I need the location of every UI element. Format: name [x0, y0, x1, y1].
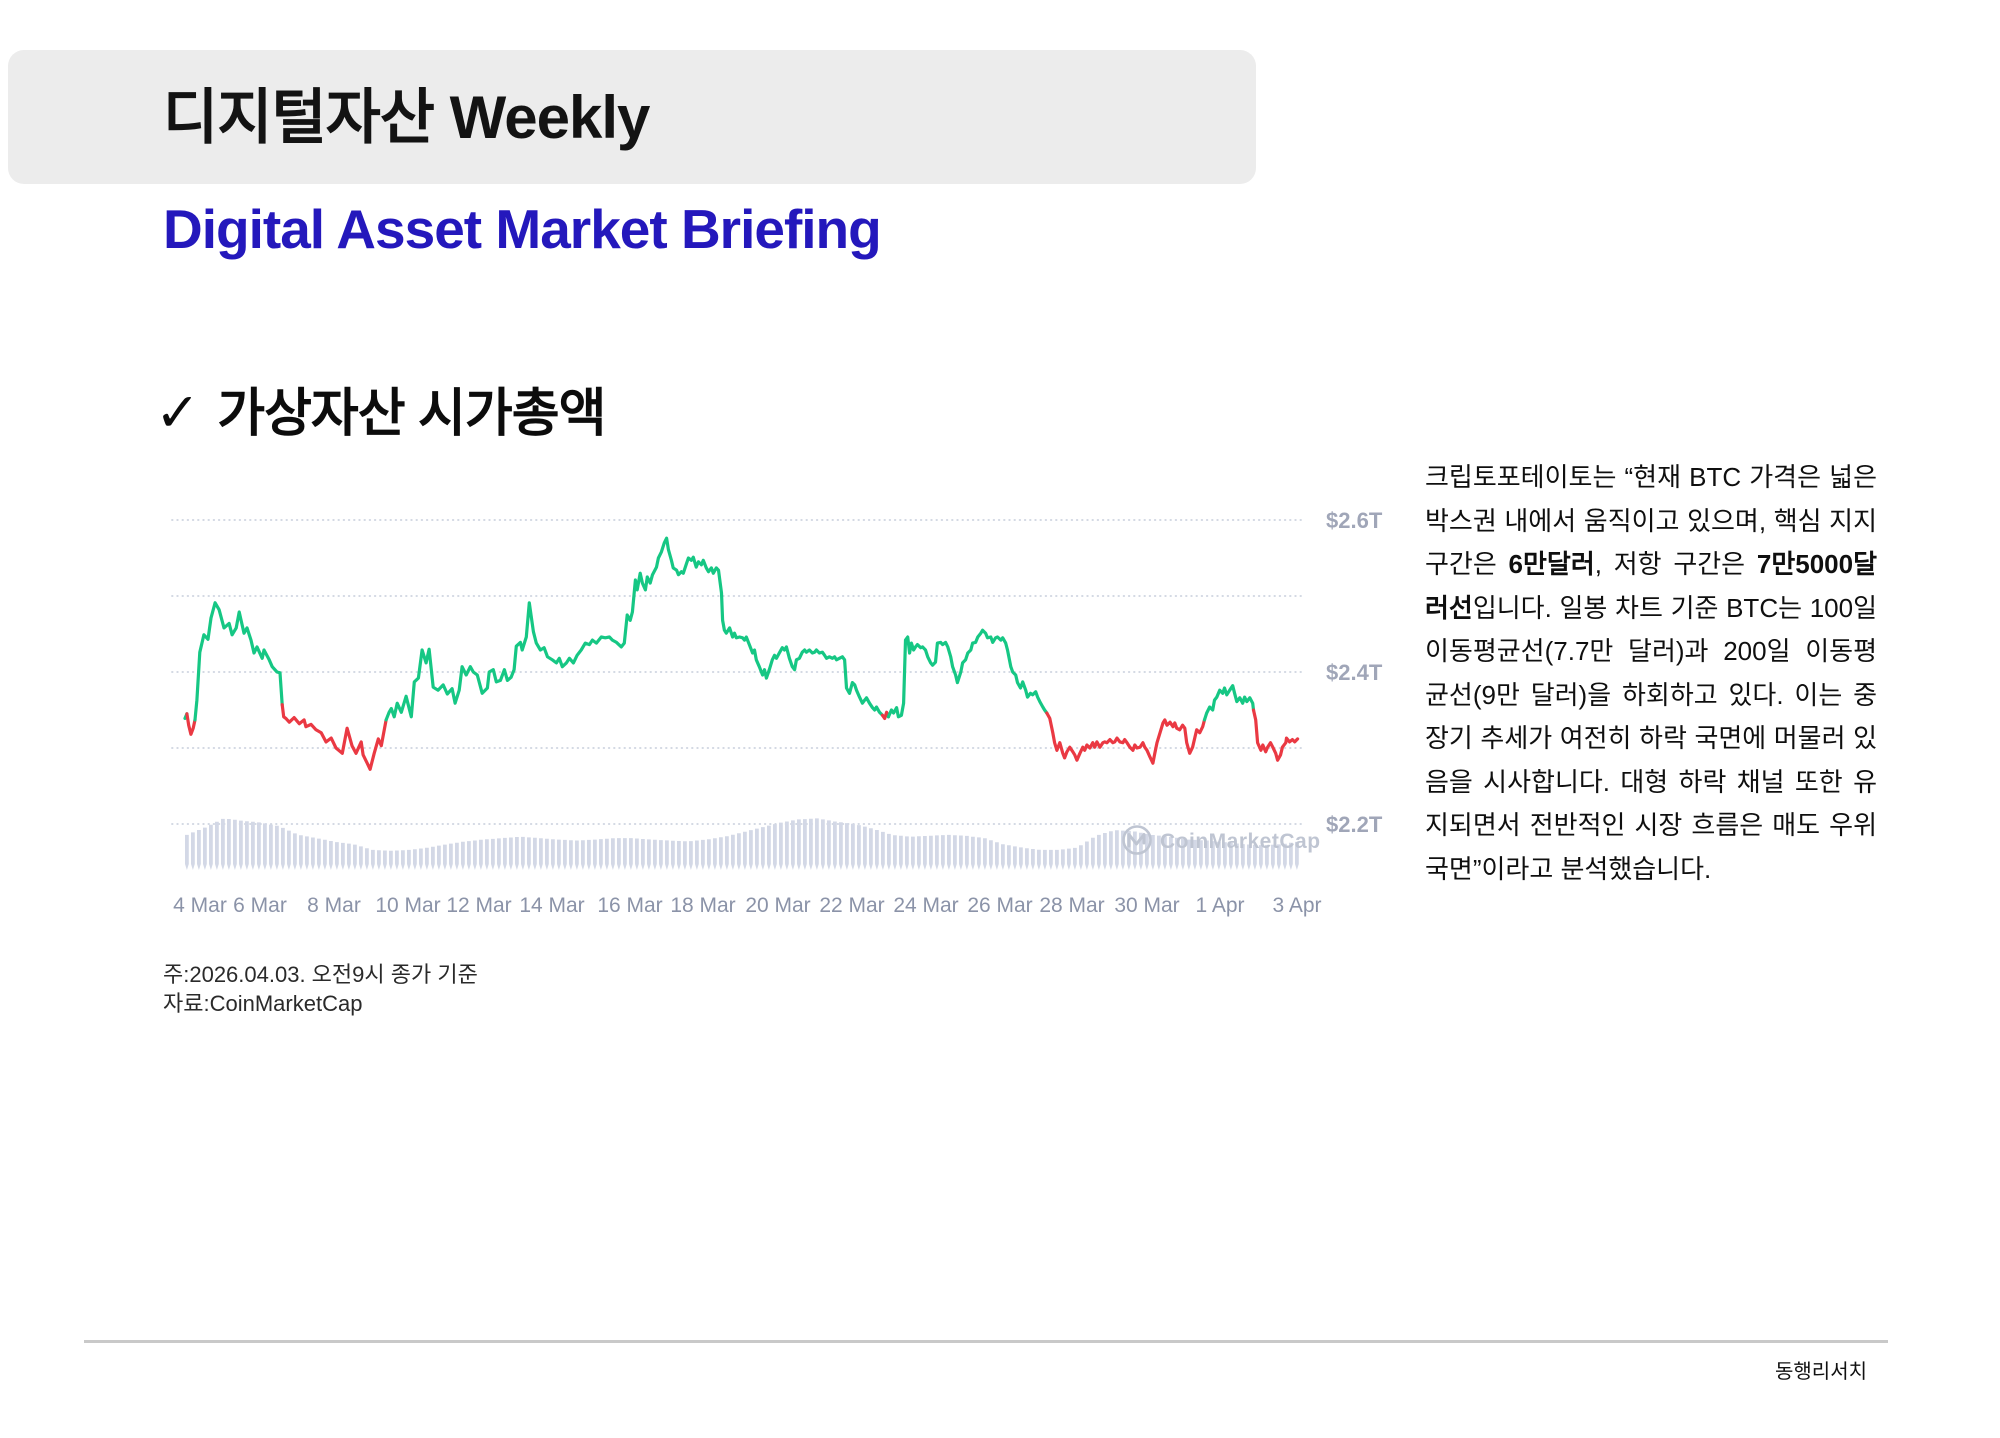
- price-segment-down: [280, 703, 388, 771]
- chart-footnote: 주:2026.04.03. 오전9시 종가 기준 자료:CoinMarketCa…: [163, 960, 478, 1018]
- y-tick-label: $2.6T: [1326, 508, 1383, 533]
- analysis-bold-run: 6만달러: [1508, 549, 1595, 579]
- x-tick-label: 6 Mar: [233, 894, 287, 917]
- report-title-banner: 디지털자산 Weekly: [8, 50, 1256, 184]
- x-tick-label: 16 Mar: [597, 894, 662, 917]
- price-segment-up: [886, 628, 1049, 719]
- volume-bars: [185, 818, 1299, 870]
- x-tick-label: 8 Mar: [307, 894, 361, 917]
- price-segment-up: [1202, 684, 1256, 722]
- x-tick-label: 4 Mar: [173, 894, 227, 917]
- x-tick-label: 20 Mar: [745, 894, 810, 917]
- x-tick-label: 3 Apr: [1272, 894, 1321, 917]
- price-segment-down: [1045, 711, 1207, 765]
- analysis-paragraph: 크립토포테이토는 “현재 BTC 가격은 넓은 박스권 내에서 움직이고 있으며…: [1425, 456, 1877, 891]
- x-tick-label: 28 Mar: [1039, 894, 1104, 917]
- x-tick-label: 14 Mar: [519, 894, 584, 917]
- footer-divider: [84, 1340, 1888, 1343]
- check-icon: ✓: [155, 383, 200, 443]
- analysis-bold-run: 7만5000달러선: [1425, 549, 1878, 623]
- x-tick-label: 18 Mar: [670, 894, 735, 917]
- footnote-date: 주:2026.04.03. 오전9시 종가 기준: [163, 962, 478, 987]
- section-heading-label: 가상자산 시가총액: [217, 385, 606, 443]
- y-tick-label: $2.4T: [1326, 660, 1383, 685]
- analysis-run: , 저항 구간은: [1594, 549, 1757, 579]
- market-cap-chart-svg: CoinMarketCap $2.6T $2.4T $2.2T 4 Mar 6 Mar 8 …: [171, 508, 1383, 917]
- gridlines: [171, 519, 1306, 825]
- section-heading: ✓ 가상자산 시가총액: [155, 382, 606, 445]
- price-segment-down: [880, 710, 891, 720]
- market-cap-chart: CoinMarketCap $2.6T $2.4T $2.2T 4 Mar 6 Mar 8 …: [130, 500, 1400, 920]
- x-tick-label: 22 Mar: [819, 894, 884, 917]
- x-axis-labels: 4 Mar 6 Mar 8 Mar 10 Mar 12 Mar 14 Mar 16 Mar 1…: [173, 894, 1321, 917]
- x-tick-label: 30 Mar: [1114, 894, 1179, 917]
- y-axis-labels: $2.6T $2.4T $2.2T: [1326, 508, 1383, 837]
- price-line: [183, 536, 1300, 771]
- analysis-run: 입니다. 일봉 차트 기준 BTC는 100일 이동평균선(7.7만 달러)과 …: [1425, 592, 1877, 884]
- x-tick-label: 10 Mar: [375, 894, 440, 917]
- x-tick-label: 24 Mar: [893, 894, 958, 917]
- footer-brand: 동행리서치: [1775, 1361, 1867, 1383]
- price-segment-down: [185, 712, 197, 736]
- price-segment-up: [193, 601, 284, 722]
- report-title: 디지털자산 Weekly: [163, 84, 650, 151]
- y-tick-label: $2.2T: [1326, 812, 1383, 837]
- watermark-label: CoinMarketCap: [1160, 830, 1321, 853]
- x-tick-label: 1 Apr: [1195, 894, 1244, 917]
- coinmarketcap-watermark: CoinMarketCap: [1122, 825, 1321, 855]
- report-subtitle: Digital Asset Market Briefing: [163, 198, 882, 260]
- x-tick-label: 26 Mar: [967, 894, 1032, 917]
- x-tick-label: 12 Mar: [446, 894, 511, 917]
- footnote-source: 자료:CoinMarketCap: [163, 991, 363, 1016]
- price-segment-down: [1251, 708, 1300, 762]
- analysis-run: 크립토포테이토는 “현재 BTC 가격은 넓은 박스권 내에서 움직이고 있으며…: [1425, 462, 1877, 579]
- price-segment-up: [384, 536, 885, 722]
